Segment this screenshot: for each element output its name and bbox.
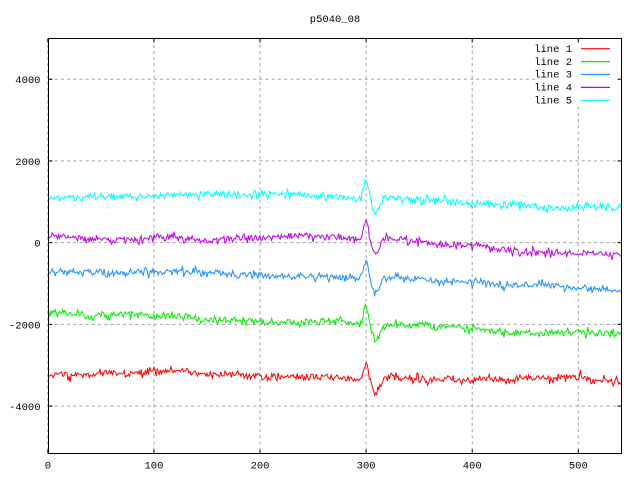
svg-text:300: 300 <box>357 461 376 473</box>
svg-text:0: 0 <box>34 239 40 251</box>
svg-text:line 3: line 3 <box>534 70 572 82</box>
svg-text:500: 500 <box>569 461 588 473</box>
svg-text:100: 100 <box>144 461 163 473</box>
svg-text:400: 400 <box>463 461 482 473</box>
svg-text:p5040_08: p5040_08 <box>310 14 360 26</box>
svg-text:line 4: line 4 <box>534 83 572 95</box>
svg-text:line 5: line 5 <box>534 96 572 108</box>
svg-text:200: 200 <box>251 461 270 473</box>
svg-text:line 1: line 1 <box>534 44 572 56</box>
svg-text:2000: 2000 <box>15 157 40 169</box>
svg-text:-2000: -2000 <box>9 320 41 332</box>
svg-text:0: 0 <box>45 461 51 473</box>
svg-text:-4000: -4000 <box>9 402 41 414</box>
svg-text:4000: 4000 <box>15 75 40 87</box>
svg-text:line 2: line 2 <box>534 57 572 69</box>
